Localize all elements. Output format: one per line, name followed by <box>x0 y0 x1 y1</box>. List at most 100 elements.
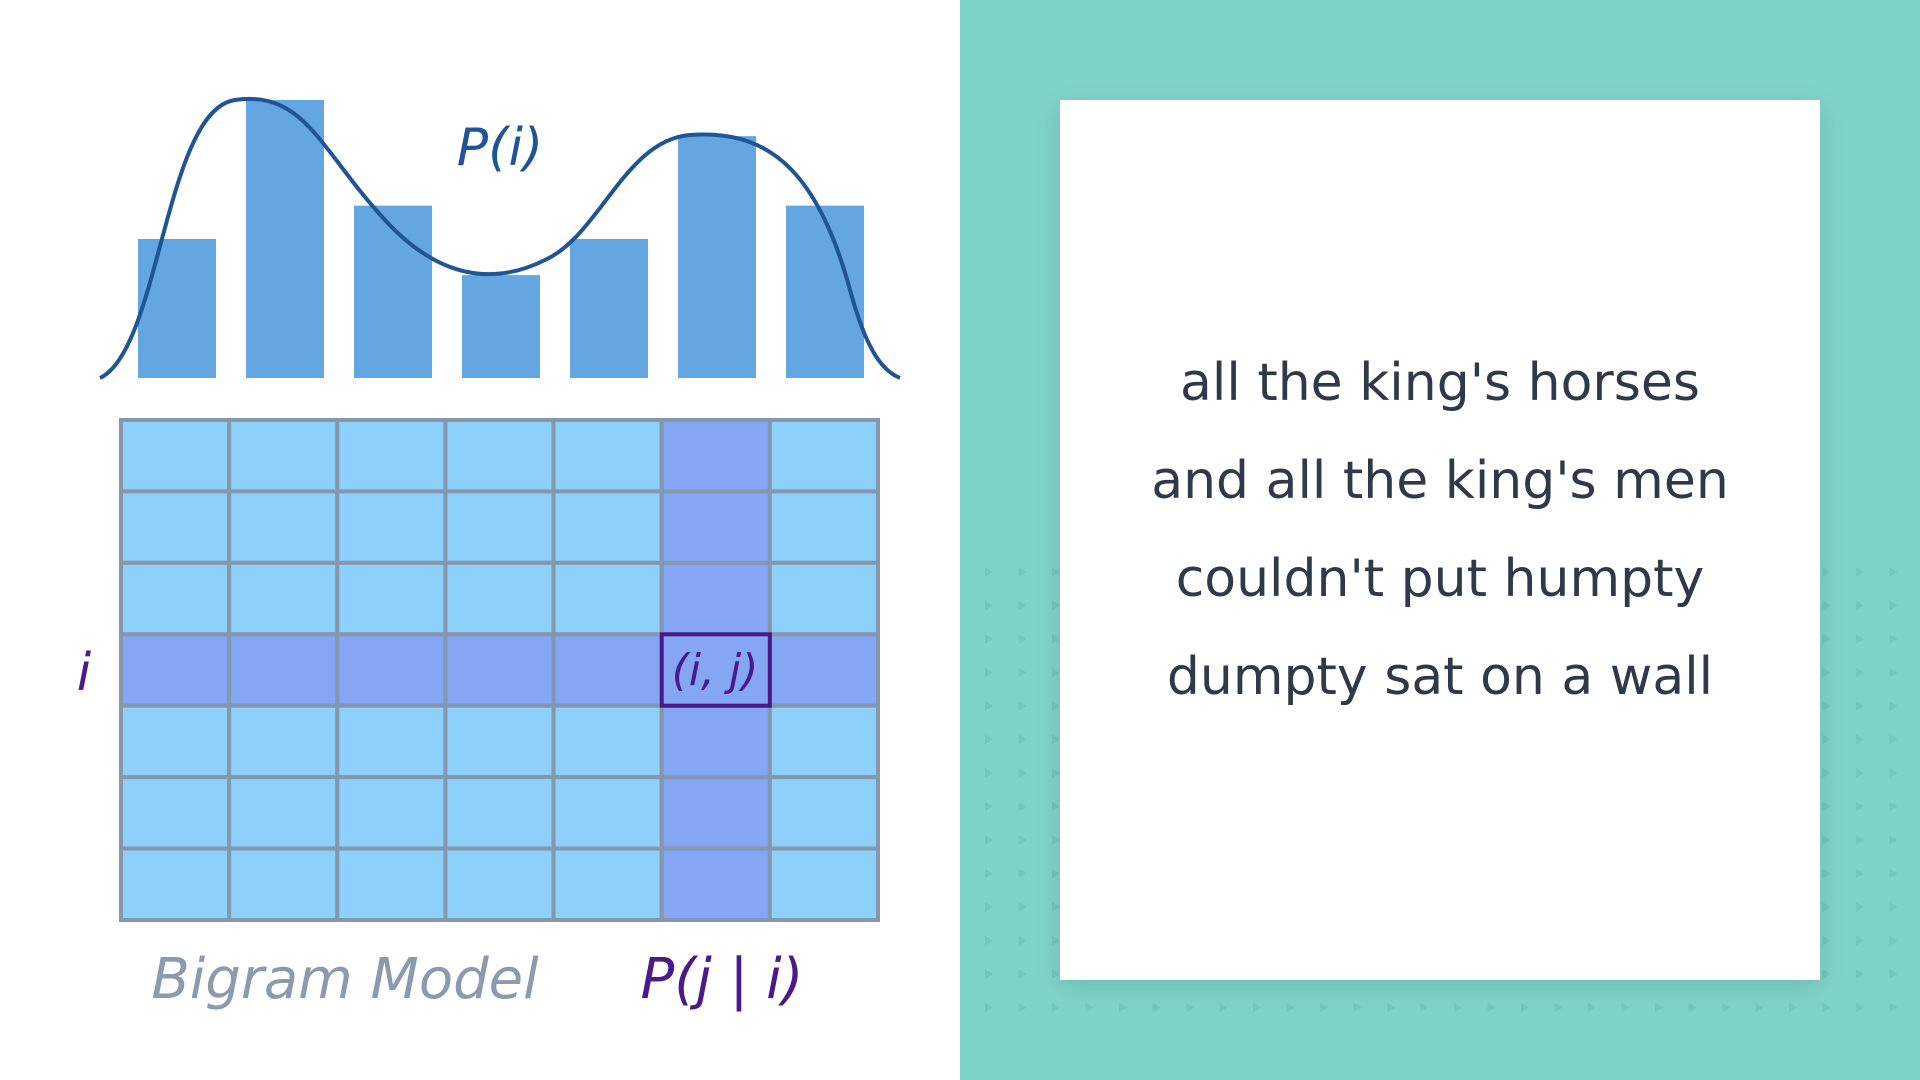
pattern-triangle <box>1856 801 1864 812</box>
grid-cell <box>443 489 556 565</box>
pattern-triangle <box>985 969 993 979</box>
pattern-triangle <box>1554 1002 1563 1013</box>
grid-cell <box>335 560 448 637</box>
pattern-triangle <box>1052 768 1060 778</box>
pattern-triangle <box>1889 667 1898 678</box>
pattern-triangle <box>985 667 993 678</box>
pattern-triangle <box>985 600 993 611</box>
grid-cell <box>767 846 880 922</box>
row-i-label: i <box>77 643 92 703</box>
pattern-triangle <box>1856 634 1864 644</box>
pattern-triangle <box>985 835 993 845</box>
pattern-triangle <box>1588 1002 1596 1013</box>
pattern-triangle <box>1018 868 1027 879</box>
pattern-triangle <box>1856 1002 1864 1013</box>
pattern-triangle <box>1822 567 1831 577</box>
grid-cell <box>551 632 664 708</box>
pattern-triangle <box>1822 868 1831 879</box>
pattern-triangle <box>1822 835 1831 845</box>
pattern-triangle <box>1889 868 1898 879</box>
grid-cell <box>119 775 232 851</box>
pattern-triangle <box>1219 1002 1228 1013</box>
pattern-triangle <box>1052 567 1060 577</box>
quote-line-4: dumpty sat on a wall <box>1166 647 1714 707</box>
pattern-triangle <box>1722 1002 1730 1013</box>
pattern-triangle <box>1420 1002 1429 1013</box>
quote-line-3: couldn't put humpty <box>1175 549 1705 609</box>
grid-cell <box>659 846 772 922</box>
pattern-triangle <box>1822 969 1831 979</box>
pattern-triangle <box>1822 667 1831 678</box>
pattern-triangle <box>1889 902 1898 912</box>
probability-bar <box>354 205 432 378</box>
pattern-triangle <box>985 567 993 577</box>
grid-cell <box>335 775 448 851</box>
pattern-triangle <box>1052 935 1060 946</box>
grid-cell <box>227 846 340 922</box>
probability-bars <box>138 100 864 378</box>
cell-ij-outline <box>659 632 772 708</box>
probability-bar <box>138 239 216 378</box>
pattern-triangle <box>985 935 993 946</box>
grid-cell <box>227 489 340 565</box>
pattern-triangle <box>1052 835 1060 845</box>
grid-cell <box>551 418 664 494</box>
pattern-triangle <box>1889 634 1898 644</box>
pattern-triangle <box>1018 734 1027 745</box>
pattern-triangle <box>1856 600 1864 611</box>
pattern-triangle <box>1856 835 1864 845</box>
pattern-triangle <box>1018 600 1027 611</box>
quote-text: all the king's horses and all the king's… <box>1151 334 1729 726</box>
pattern-triangle <box>1018 1002 1027 1013</box>
probability-bar <box>678 136 756 378</box>
pattern-triangle <box>1688 1002 1697 1013</box>
grid-cell <box>119 846 232 922</box>
grid-cell <box>227 632 340 708</box>
pattern-triangle <box>1052 801 1060 812</box>
pattern-triangle <box>1889 567 1898 577</box>
pattern-triangle <box>1052 1002 1060 1013</box>
model-caption: Bigram Model <box>151 947 539 1012</box>
pattern-triangle <box>1320 1002 1328 1013</box>
grid-cell <box>119 703 232 780</box>
cell-ij-label: (i, j) <box>672 645 759 696</box>
grid-cell <box>767 418 880 494</box>
probability-bar <box>462 275 540 378</box>
grid-cell <box>335 489 448 565</box>
pattern-triangle <box>1856 567 1864 577</box>
diagram-panel: P(i) i (i, j) Bigram Model P(j | i) <box>76 96 901 1012</box>
grid-cell <box>767 703 880 780</box>
pattern-triangle <box>1856 734 1864 745</box>
pattern-triangle <box>1889 969 1898 979</box>
pattern-triangle <box>985 801 993 812</box>
pattern-triangle <box>985 902 993 912</box>
pattern-triangle <box>985 868 993 879</box>
grid-cell <box>659 775 772 851</box>
grid-cell <box>227 560 340 637</box>
grid-cell <box>767 775 880 851</box>
pattern-triangle <box>1052 634 1060 644</box>
quote-line-2: and all the king's men <box>1151 451 1729 511</box>
pattern-triangle <box>1052 868 1060 879</box>
pattern-triangle <box>1755 1002 1764 1013</box>
grid-cell <box>551 703 664 780</box>
grid-cell <box>227 418 340 494</box>
pattern-triangle <box>1655 1002 1663 1013</box>
grid-cell <box>443 418 556 494</box>
grid-cell <box>659 703 772 780</box>
pattern-triangle <box>985 634 993 644</box>
probability-bar <box>570 239 648 378</box>
bigram-diagram: P(i) i (i, j) Bigram Model P(j | i) <box>77 96 901 1012</box>
pattern-triangle <box>1856 902 1864 912</box>
grid-cell <box>659 489 772 565</box>
pattern-triangle <box>1387 1002 1395 1013</box>
pattern-triangle <box>985 701 993 711</box>
pattern-triangle <box>1521 1002 1529 1013</box>
pattern-triangle <box>1119 1002 1127 1013</box>
grid-cell <box>767 560 880 637</box>
pattern-triangle <box>1286 1002 1295 1013</box>
distribution-curve <box>99 96 901 380</box>
grid-cell <box>767 632 880 708</box>
quote-card: all the king's horses and all the king's… <box>1060 100 1820 980</box>
grid-cell <box>551 560 664 637</box>
